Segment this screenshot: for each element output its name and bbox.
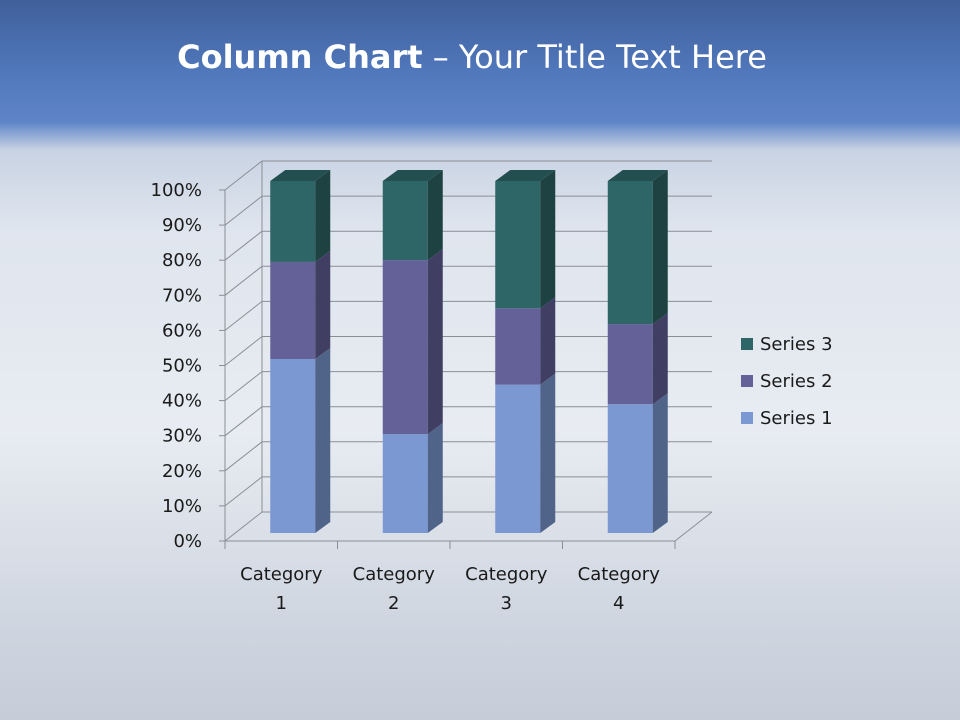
legend-swatch	[741, 412, 753, 424]
bar-segment-series-1	[607, 404, 653, 533]
bar-side	[315, 348, 331, 533]
bar-segment-series-3	[607, 181, 653, 325]
bar-segment-series-2	[607, 324, 653, 405]
bar-segment-series-2	[495, 308, 541, 385]
x-tick-label: Category	[240, 564, 323, 585]
y-tick-label: 30%	[162, 426, 202, 447]
x-tick-label: 4	[613, 593, 624, 614]
side-gridline	[224, 195, 263, 226]
side-gridline	[224, 160, 263, 191]
column-4	[607, 170, 668, 533]
legend-label: Series 1	[760, 408, 833, 429]
bar-side	[315, 250, 331, 360]
bar-side	[652, 313, 668, 405]
bar-segment-series-1	[495, 384, 541, 533]
bar-segment-series-1	[382, 434, 428, 533]
y-tick-label: 80%	[162, 250, 202, 271]
bar-segment-series-2	[382, 260, 428, 435]
y-tick-label: 20%	[162, 461, 202, 482]
legend-label: Series 3	[760, 334, 833, 355]
bar-side	[652, 393, 668, 533]
bar-segment-series-3	[495, 181, 541, 309]
side-gridline	[224, 511, 263, 542]
legend-swatch	[741, 338, 753, 350]
slide-title: Column Chart – Your Title Text Here	[0, 38, 944, 76]
bar-top	[270, 170, 331, 181]
side-gridline	[224, 265, 263, 296]
side-gridline	[224, 371, 263, 401]
side-gridline	[224, 230, 263, 261]
column-1	[270, 170, 331, 533]
legend: Series 3 Series 2 Series 1	[741, 334, 833, 429]
bar-top	[382, 170, 443, 181]
bar-top	[607, 170, 668, 181]
column-3	[495, 170, 556, 533]
x-tick-label: 1	[276, 593, 287, 614]
y-tick-label: 50%	[162, 356, 202, 377]
side-gridline	[224, 441, 263, 472]
bar-side	[540, 373, 556, 533]
title-rest: – Your Title Text Here	[422, 38, 767, 76]
bar-side	[540, 297, 556, 385]
legend-swatch	[741, 375, 753, 387]
bar-top	[495, 170, 556, 181]
bar-side	[315, 170, 331, 262]
x-tick-label: Category	[465, 564, 548, 585]
bar-segment-series-3	[270, 181, 316, 262]
x-tick-label: Category	[578, 564, 661, 585]
y-tick-label: 40%	[162, 391, 202, 412]
bar-segment-series-1	[270, 359, 316, 533]
x-tick-label: 2	[388, 593, 399, 614]
bar-side	[540, 170, 556, 309]
bar-side	[652, 170, 668, 325]
side-gridline	[224, 301, 263, 331]
legend-label: Series 2	[760, 371, 833, 392]
bar-side	[427, 170, 443, 261]
y-tick-label: 60%	[162, 320, 202, 341]
side-gridline	[224, 336, 263, 366]
y-tick-label: 10%	[162, 496, 202, 517]
bar-side	[427, 423, 443, 533]
title-bold: Column Chart	[177, 38, 423, 76]
y-tick-label: 70%	[162, 285, 202, 306]
y-tick-label: 100%	[151, 180, 202, 201]
y-tick-label: 90%	[162, 215, 202, 236]
bar-segment-series-3	[382, 181, 428, 261]
bar-segment-series-2	[270, 261, 316, 360]
floor-edge	[674, 511, 713, 542]
y-tick-label: 0%	[173, 531, 202, 552]
side-gridline	[224, 476, 263, 507]
bar-side	[427, 249, 443, 435]
side-gridline	[224, 406, 263, 437]
x-tick-label: Category	[353, 564, 436, 585]
column-2	[382, 170, 443, 533]
x-tick-label: 3	[501, 593, 512, 614]
